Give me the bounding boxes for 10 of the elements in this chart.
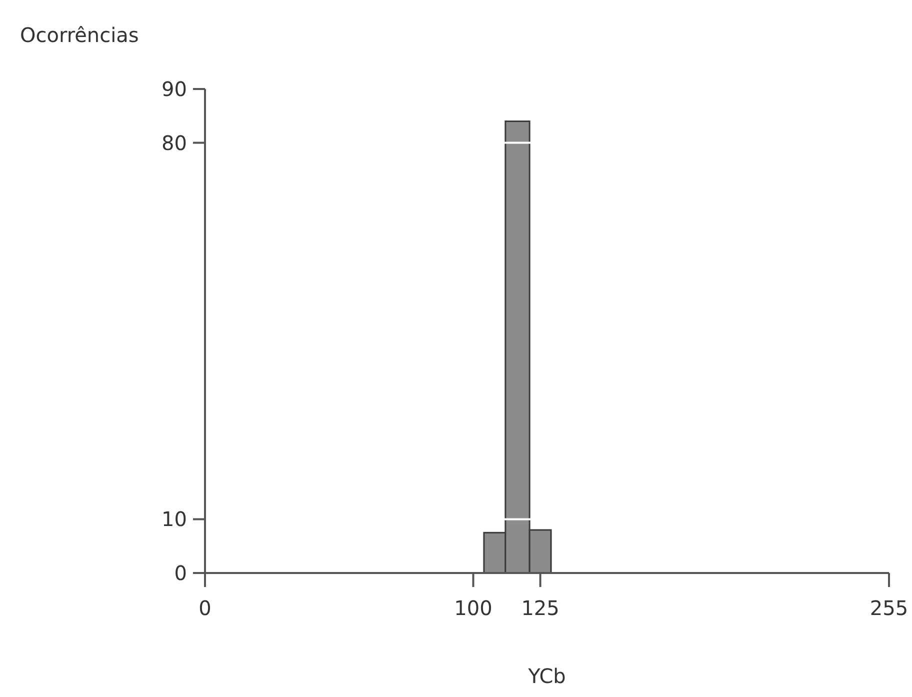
y-tick-label: 0 — [174, 561, 187, 585]
x-tick-label: 100 — [454, 596, 492, 620]
x-tick-label: 255 — [870, 596, 908, 620]
y-tick-label: 10 — [162, 507, 187, 532]
y-tick-label: 80 — [162, 130, 187, 155]
y-axis-title: Ocorrências — [20, 23, 139, 47]
x-axis-title: YCb — [527, 664, 566, 688]
x-tick-label: 125 — [521, 596, 560, 620]
y-tick-label: 90 — [162, 77, 187, 101]
x-tick-label: 0 — [198, 596, 212, 620]
